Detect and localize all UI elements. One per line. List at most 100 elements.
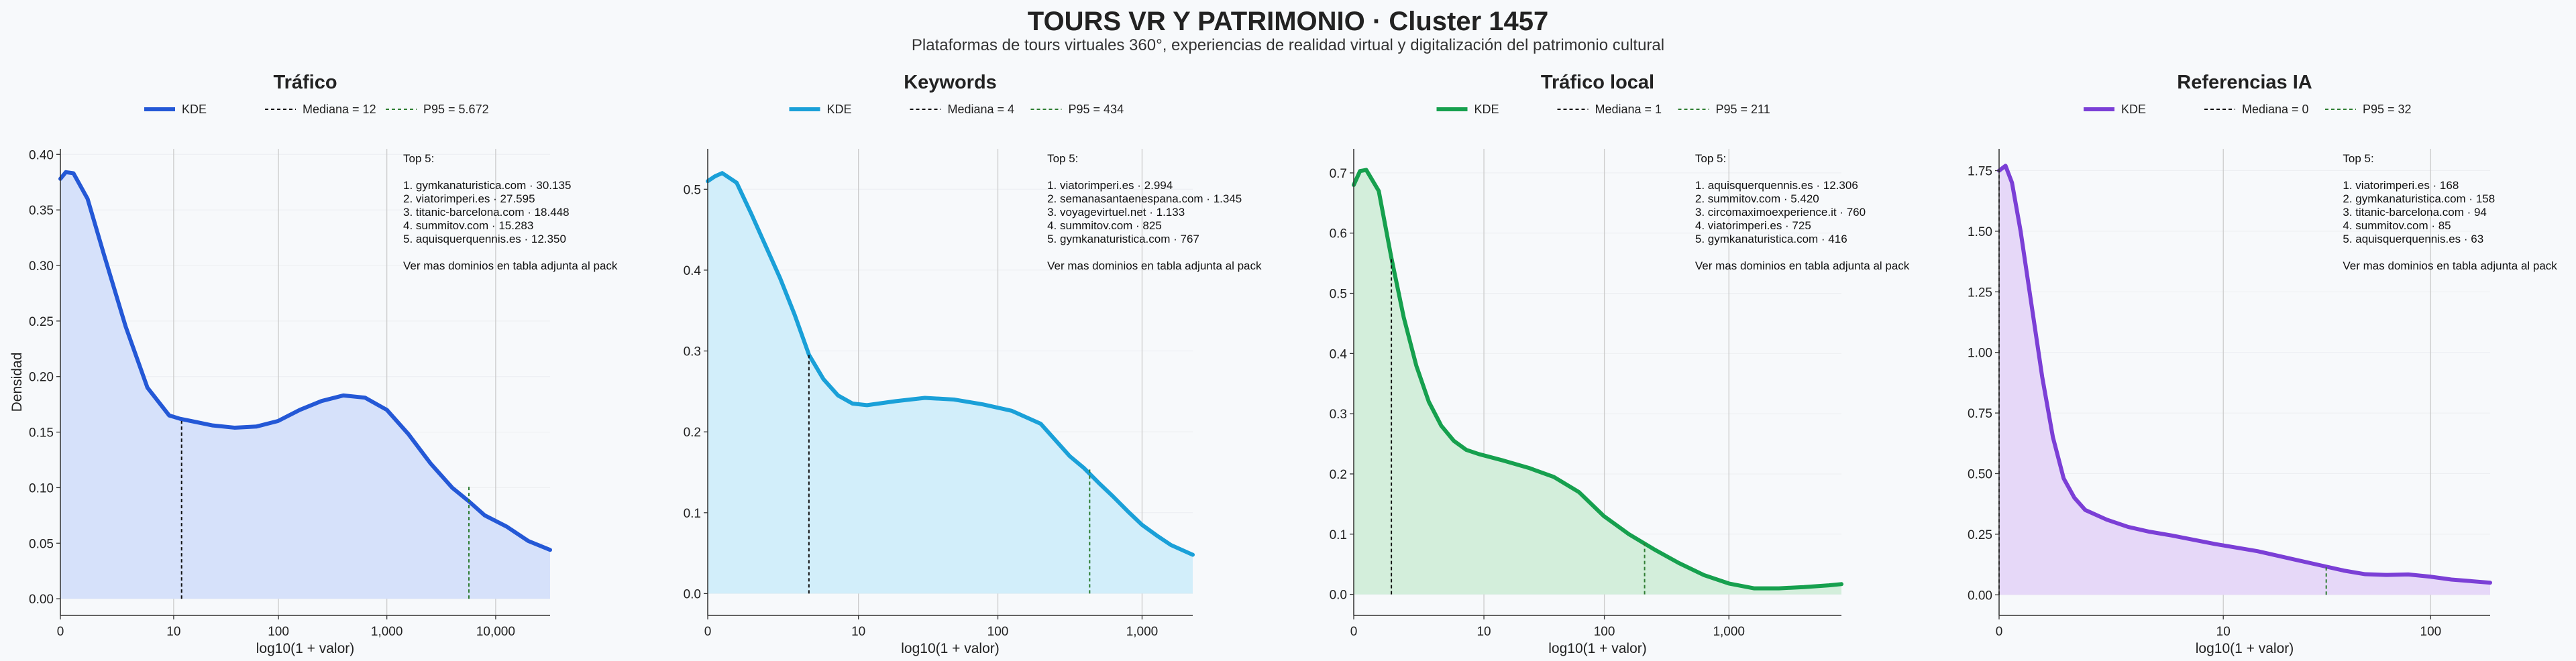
top5-line: 4. summitov.com · 85 [2343, 219, 2451, 232]
top5-heading: Top 5: [403, 152, 434, 165]
legend-item-median: Mediana = 12 [265, 103, 376, 116]
y-tick-label: 0.20 [29, 371, 54, 385]
top5-line: Ver mas dominios en tabla adjunta al pac… [403, 259, 618, 272]
y-tick-label: 0.30 [29, 259, 54, 274]
kde-line [1997, 164, 2492, 585]
y-tick-label: 0.2 [1330, 468, 1347, 482]
panel-title: Keywords [904, 72, 997, 93]
y-tick-label: 0.7 [1330, 167, 1347, 181]
top5-line: Ver mas dominios en tabla adjunta al pac… [2343, 259, 2557, 272]
top5-line: 2. semanasantaenespana.com · 1.345 [1047, 192, 1242, 205]
x-axis-label: log10(1 + valor) [901, 641, 1000, 656]
legend-label: P95 = 211 [1716, 103, 1770, 116]
y-tick-label: 0.2 [684, 426, 701, 440]
y-tick-label: 0.5 [684, 183, 701, 197]
page-subtitle: Plataformas de tours virtuales 360°, exp… [911, 36, 1665, 54]
x-tick-label: 1,000 [371, 625, 403, 639]
top5-line: 5. aquisquerquennis.es · 12.350 [403, 233, 566, 245]
y-tick-label: 1.00 [1968, 347, 1992, 361]
top5-line: 3. voyagevirtuel.net · 1.133 [1047, 206, 1185, 219]
y-tick-label: 0.05 [29, 537, 54, 551]
top5-heading: Top 5: [2343, 152, 2373, 165]
kde-line [1352, 168, 1843, 591]
x-axis-label: log10(1 + valor) [256, 641, 355, 656]
top5-heading: Top 5: [1047, 152, 1078, 165]
kde-area [1354, 170, 1841, 595]
top5-line: 5. gymkanaturistica.com · 767 [1047, 233, 1199, 245]
top5-line: 3. titanic-barcelona.com · 94 [2343, 206, 2487, 219]
x-tick-label: 1,000 [1713, 625, 1745, 639]
kde-line [706, 171, 1195, 557]
legend-label: P95 = 32 [2363, 103, 2412, 116]
legend-label: Mediana = 4 [948, 103, 1015, 116]
x-tick-label: 10 [851, 625, 865, 639]
legend-item-median: Mediana = 1 [1557, 103, 1662, 116]
x-tick-label: 0 [57, 625, 64, 639]
x-tick-label: 100 [1594, 625, 1615, 639]
y-tick-label: 0.1 [1330, 528, 1347, 542]
y-tick-label: 0.5 [1330, 288, 1347, 302]
panel-title: Referencias IA [2177, 72, 2312, 93]
top5-line: 4. summitov.com · 15.283 [403, 219, 533, 232]
top5-heading: Top 5: [1695, 152, 1726, 165]
top5-line: 1. viatorimperi.es · 168 [2343, 179, 2459, 192]
chart-panel-3: Tráfico local KDE Mediana = 1 P95 = 211 0.0 0… [1330, 72, 1910, 656]
x-tick-label: 10 [1477, 625, 1491, 639]
legend-label: KDE [182, 103, 207, 116]
y-tick-label: 0.25 [1968, 528, 1992, 542]
legend-item-p95: P95 = 211 [1678, 103, 1770, 116]
panel-title: Tráfico [273, 72, 337, 93]
y-tick-label: 1.50 [1968, 225, 1992, 239]
x-tick-label: 0 [704, 625, 712, 639]
legend-label: P95 = 434 [1069, 103, 1124, 116]
legend-item-median: Mediana = 0 [2204, 103, 2309, 116]
y-tick-label: 0.00 [29, 593, 54, 607]
chart-panel-4: Referencias IA KDE Mediana = 0 P95 = 32 0.00… [1968, 72, 2557, 656]
legend-label: KDE [827, 103, 852, 116]
legend-item-p95: P95 = 32 [2325, 103, 2412, 116]
chart-panel-2: Keywords KDE Mediana = 4 P95 = 434 0.0 0.1 0.2… [684, 72, 1262, 656]
legend-label: Mediana = 12 [303, 103, 376, 116]
legend-item-kde: KDE [2084, 103, 2146, 116]
y-tick-label: 1.25 [1968, 286, 1992, 300]
x-tick-label: 10 [166, 625, 180, 639]
y-tick-label: 0.35 [29, 204, 54, 218]
legend-label: KDE [1474, 103, 1499, 116]
y-tick-label: 0.0 [1330, 589, 1347, 603]
top5-line: 2. summitov.com · 5.420 [1695, 192, 1819, 205]
top5-line: 1. viatorimperi.es · 2.994 [1047, 179, 1173, 192]
top5-line: Ver mas dominios en tabla adjunta al pac… [1695, 259, 1910, 272]
y-tick-label: 0.4 [684, 264, 702, 278]
y-tick-label: 0.3 [1330, 408, 1347, 422]
y-tick-label: 0.75 [1968, 407, 1992, 421]
y-tick-label: 0.1 [684, 507, 701, 521]
y-tick-label: 0.50 [1968, 467, 1992, 481]
legend-label: Mediana = 0 [2242, 103, 2309, 116]
top5-line: 5. aquisquerquennis.es · 63 [2343, 233, 2483, 245]
y-tick-label: 0.3 [684, 345, 701, 359]
kde-area [1999, 166, 2490, 595]
chart-panel-1: Tráfico KDE Mediana = 12 P95 = 5.672 0.00 0.0… [9, 72, 618, 656]
top5-line: 4. summitov.com · 825 [1047, 219, 1162, 232]
legend-item-kde: KDE [1436, 103, 1499, 116]
kde-area [708, 173, 1193, 594]
top5-line: 5. gymkanaturistica.com · 416 [1695, 233, 1847, 245]
y-axis-label: Densidad [9, 353, 25, 412]
y-tick-label: 0.00 [1968, 589, 1992, 603]
legend-item-kde: KDE [789, 103, 852, 116]
x-tick-label: 100 [268, 625, 289, 639]
legend-item-kde: KDE [144, 103, 207, 116]
legend-label: KDE [2121, 103, 2146, 116]
x-axis-label: log10(1 + valor) [2196, 641, 2294, 656]
x-tick-label: 1,000 [1126, 625, 1159, 639]
top5-line: 2. viatorimperi.es · 27.595 [403, 192, 535, 205]
x-tick-label: 10,000 [476, 625, 515, 639]
top5-line: 3. titanic-barcelona.com · 18.448 [403, 206, 570, 219]
panel-title: Tráfico local [1541, 72, 1654, 93]
top5-line: 2. gymkanaturistica.com · 158 [2343, 192, 2495, 205]
x-axis-label: log10(1 + valor) [1548, 641, 1647, 656]
page-title: TOURS VR Y PATRIMONIO · Cluster 1457 [1027, 7, 1549, 36]
top5-line: 1. gymkanaturistica.com · 30.135 [403, 179, 571, 192]
legend-item-p95: P95 = 434 [1030, 103, 1124, 116]
x-tick-label: 0 [1996, 625, 2003, 639]
